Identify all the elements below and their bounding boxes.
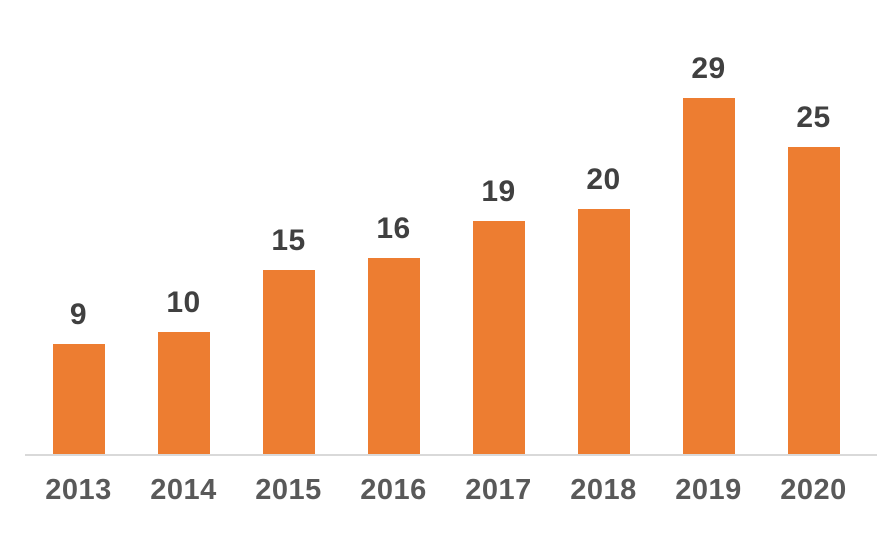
bar	[472, 221, 525, 455]
bar	[262, 270, 315, 455]
x-axis-label: 2020	[780, 474, 847, 506]
bar-group: 10	[131, 288, 236, 455]
x-axis-label: 2015	[255, 474, 322, 506]
bar	[577, 209, 630, 455]
x-axis-label: 2019	[675, 474, 742, 506]
x-axis-label: 2014	[150, 474, 217, 506]
bar-value-label: 16	[376, 212, 411, 245]
bar-group: 25	[761, 103, 866, 455]
x-axis-label: 2018	[570, 474, 637, 506]
bar-value-label: 9	[69, 298, 88, 331]
bar-group: 9	[26, 300, 131, 455]
bar	[157, 332, 210, 455]
x-axis-label: 2016	[360, 474, 427, 506]
bar-group: 19	[446, 177, 551, 455]
bar	[787, 147, 840, 455]
bar	[52, 344, 105, 455]
x-axis-labels: 2013 2014 2015 2016 2017 2018 2019 2020	[26, 456, 866, 505]
bar-value-label: 25	[796, 101, 831, 134]
bar-value-label: 15	[271, 224, 306, 257]
bar-value-label: 29	[691, 52, 726, 85]
x-axis-label: 2013	[45, 474, 112, 506]
bar-group: 20	[551, 165, 656, 455]
bar	[367, 258, 420, 455]
bar-value-label: 20	[586, 163, 621, 196]
x-axis-line	[25, 454, 877, 456]
bar-value-label: 10	[166, 286, 201, 319]
bar-group: 15	[236, 226, 341, 455]
x-axis-label: 2017	[465, 474, 532, 506]
plot-area: 9 10 15 16 19 20 29 25	[26, 0, 866, 455]
bar-value-label: 19	[481, 175, 516, 208]
bar-group: 29	[656, 54, 761, 455]
bar-group: 16	[341, 214, 446, 455]
bar	[682, 98, 735, 455]
